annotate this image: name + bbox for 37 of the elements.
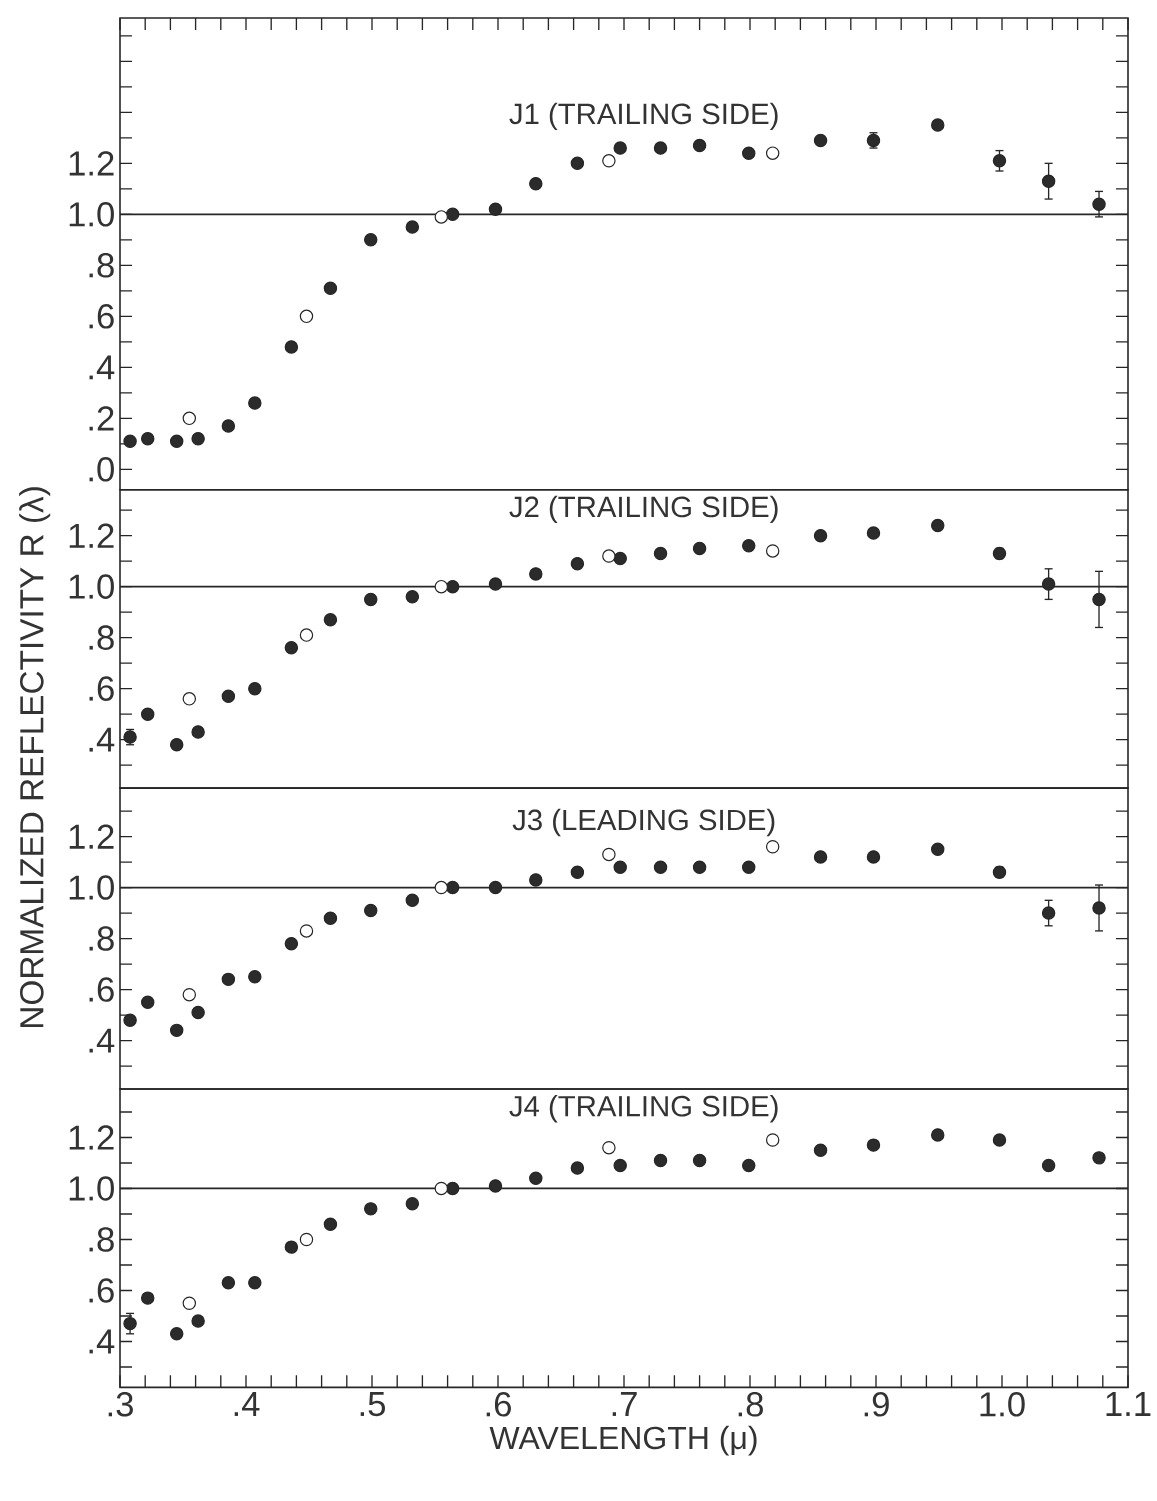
- x-tick-label: .5: [360, 1392, 386, 1417]
- text: J1 (TRAILING SIDE): [509, 102, 778, 131]
- y-tick-label: .8: [89, 625, 115, 650]
- y-axis-title: NORMALIZED REFLECTIVITY R (λ): [19, 487, 51, 1027]
- x-tick-label: .4: [234, 1392, 260, 1416]
- x-tick-label: 1.0: [980, 1392, 1025, 1417]
- y-tick-label: .6: [89, 304, 114, 329]
- y-tick-label: .4: [89, 1329, 115, 1354]
- x-tick-label: 1.1: [1106, 1392, 1151, 1416]
- x-tick-label: .7: [612, 1392, 637, 1416]
- x-tick-label: .8: [738, 1392, 764, 1417]
- text: J3 (LEADING SIDE): [512, 808, 775, 837]
- y-tick-label: .2: [89, 406, 114, 431]
- y-tick-label: .8: [89, 926, 115, 951]
- y-tick-label: .4: [89, 727, 115, 752]
- y-tick-label: 1.0: [69, 875, 115, 900]
- chart-title: J4 (TRAILING SIDE): [509, 1095, 778, 1123]
- y-tick-label: 1.2: [69, 523, 114, 548]
- x-tick-label: .9: [864, 1392, 890, 1417]
- y-tick-label: 1.2: [69, 151, 114, 176]
- x-tick-label: .6: [486, 1392, 512, 1417]
- y-tick-label: 1.2: [69, 1125, 114, 1150]
- y-tick-label: 1.0: [69, 1176, 115, 1201]
- chart-title: J2 (TRAILING SIDE): [509, 495, 778, 524]
- y-tick-label: .4: [89, 1028, 115, 1053]
- x-axis-title: WAVELENGTH (μ): [489, 1425, 757, 1456]
- y-tick-label: .8: [89, 1227, 115, 1252]
- y-tick-label: 1.0: [69, 574, 115, 599]
- y-tick-label: 1.0: [69, 202, 115, 227]
- y-tick-label: .6: [89, 676, 114, 701]
- x-tick-label: .3: [108, 1392, 134, 1417]
- y-tick-label: .8: [89, 253, 115, 278]
- y-tick-label: 1.2: [69, 824, 114, 849]
- y-tick-label: .6: [89, 1278, 114, 1303]
- y-tick-label: .4: [89, 355, 115, 380]
- y-tick-label: .6: [89, 977, 114, 1002]
- y-tick-label: .0: [89, 457, 115, 482]
